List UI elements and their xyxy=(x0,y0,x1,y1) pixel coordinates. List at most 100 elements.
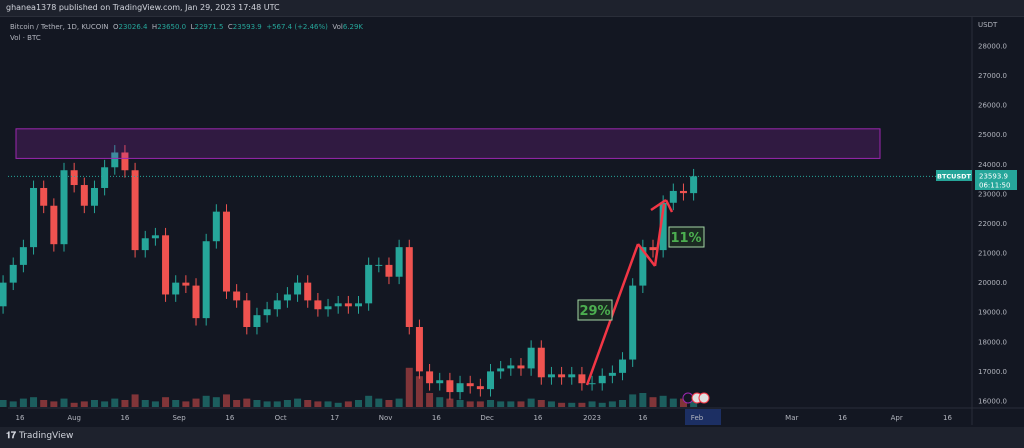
candle-body xyxy=(517,365,525,369)
volume-bar xyxy=(588,401,596,407)
volume-bar xyxy=(324,401,332,407)
candle-body xyxy=(547,374,555,378)
candle-body xyxy=(222,211,230,292)
price-tag-countdown: 06:11:50 xyxy=(979,182,1010,190)
volume-bar xyxy=(304,400,312,407)
volume-bar xyxy=(649,397,657,407)
gain-label-box-2[interactable] xyxy=(668,226,705,248)
volume-bar xyxy=(80,401,88,407)
y-tick-label: 18000.0 xyxy=(978,338,1007,346)
y-tick-label: 20000.0 xyxy=(978,279,1007,287)
low-value: 22971.5 xyxy=(194,23,224,31)
volume-bar xyxy=(50,401,58,407)
volume-bar xyxy=(222,394,230,407)
gain-label-box-1[interactable] xyxy=(577,299,613,321)
open-label: O xyxy=(113,23,119,31)
gain-label-1: 29% xyxy=(579,304,610,319)
y-tick-label: 26000.0 xyxy=(978,102,1007,110)
candle-body xyxy=(568,374,576,378)
candle-body xyxy=(294,282,302,295)
x-tick-label: 16 xyxy=(432,414,441,422)
volume-bar xyxy=(131,394,139,407)
time-axis-highlight xyxy=(685,409,721,425)
y-tick-label: 22000.0 xyxy=(978,220,1007,228)
candle-body xyxy=(50,205,58,245)
volume-bar xyxy=(476,401,484,407)
candle-body xyxy=(466,383,474,387)
candle-body xyxy=(659,202,667,251)
volume-bar xyxy=(446,398,454,407)
volume-bar xyxy=(19,398,27,407)
x-tick-label: Apr xyxy=(891,414,903,422)
x-tick-label: 16 xyxy=(225,414,234,422)
y-tick-label: 28000.0 xyxy=(978,43,1007,51)
volume-bar xyxy=(619,400,627,407)
candle-body xyxy=(588,383,596,385)
x-tick-label: 16 xyxy=(638,414,647,422)
symbol-tag-text: BTCUSDT xyxy=(937,173,972,181)
candle-body xyxy=(101,167,109,188)
x-tick-label: Mar xyxy=(785,414,798,422)
gain-label-2: 11% xyxy=(670,231,701,246)
candle-body xyxy=(243,300,251,328)
candle-body xyxy=(344,303,352,307)
volume-bar xyxy=(0,400,7,407)
volume-bar xyxy=(547,401,555,407)
x-tick-label: 17 xyxy=(330,414,339,422)
symbol-tag xyxy=(936,170,972,181)
y-tick-label: 27000.0 xyxy=(978,72,1007,80)
chart-legend: Bitcoin / Tether, 1D, KUCOIN O23026.4 H2… xyxy=(10,22,363,44)
volume-bar xyxy=(375,398,383,407)
resistance-zone[interactable] xyxy=(15,128,881,159)
vol-label: Vol xyxy=(332,23,343,31)
volume-bar xyxy=(487,400,495,407)
x-tick-label: 2023 xyxy=(583,414,601,422)
candle-body xyxy=(141,238,149,251)
volume-bar xyxy=(497,401,505,407)
volume-bar xyxy=(70,402,78,407)
candle-body xyxy=(70,170,78,186)
candle-body xyxy=(669,190,677,203)
candle-body xyxy=(527,347,535,369)
candle-body xyxy=(233,291,241,301)
candle-body xyxy=(649,247,657,251)
chart-frame[interactable] xyxy=(0,16,1024,427)
volume-bar xyxy=(690,398,698,407)
candle-body xyxy=(0,282,7,307)
volume-bar xyxy=(405,367,413,407)
volume-bar xyxy=(60,398,68,407)
price-tag xyxy=(975,170,1017,190)
y-tick-label: 16000.0 xyxy=(978,397,1007,405)
x-tick-label: 16 xyxy=(120,414,129,422)
volume-bar xyxy=(192,398,200,407)
volume-bar xyxy=(436,397,444,407)
candle-body xyxy=(40,187,48,206)
volume-bar xyxy=(283,400,291,407)
candle-body xyxy=(60,170,68,245)
candle-body xyxy=(314,300,322,310)
vol-value: 6.29K xyxy=(342,23,364,31)
volume-bar xyxy=(395,398,403,407)
volume-bar xyxy=(162,397,170,407)
x-tick-label: Sep xyxy=(172,414,186,422)
volume-bar xyxy=(517,401,525,407)
volume-bar xyxy=(334,402,342,407)
candle-body xyxy=(334,303,342,307)
y-tick-label: 19000.0 xyxy=(978,309,1007,317)
volume-bar xyxy=(527,398,535,407)
candle-body xyxy=(497,368,505,372)
volume-bar xyxy=(578,402,586,407)
candle-body xyxy=(395,247,403,277)
tradingview-logo[interactable]: 𝟏𝟕 TradingView xyxy=(6,431,73,441)
candle-body xyxy=(578,374,586,384)
candle-body xyxy=(619,359,627,373)
volume-bar xyxy=(344,401,352,407)
volume-bar xyxy=(243,398,251,407)
events-icons[interactable] xyxy=(682,392,710,404)
volume-bar xyxy=(212,397,220,407)
candle-body xyxy=(385,264,393,277)
volume-bar xyxy=(253,400,261,407)
x-tick-label: 16 xyxy=(838,414,847,422)
candle-body xyxy=(537,347,545,378)
